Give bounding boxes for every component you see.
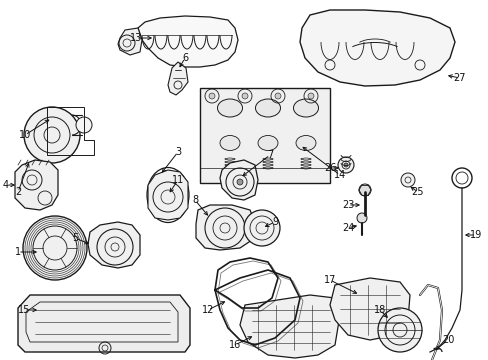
Ellipse shape (255, 99, 280, 117)
Circle shape (343, 163, 347, 167)
Circle shape (307, 93, 313, 99)
Text: 25: 25 (411, 187, 424, 197)
Ellipse shape (220, 135, 240, 150)
Ellipse shape (293, 99, 318, 117)
Text: 19: 19 (469, 230, 481, 240)
Circle shape (24, 107, 80, 163)
Text: 14: 14 (333, 170, 346, 180)
Text: 16: 16 (228, 340, 241, 350)
Circle shape (76, 117, 92, 133)
Text: 13: 13 (130, 33, 142, 43)
Polygon shape (138, 16, 238, 67)
Polygon shape (148, 170, 187, 220)
Polygon shape (196, 205, 254, 250)
Circle shape (242, 93, 247, 99)
Text: 12: 12 (202, 305, 214, 315)
Text: 7: 7 (266, 150, 273, 160)
Text: 10: 10 (19, 130, 31, 140)
Text: 23: 23 (341, 200, 353, 210)
Text: 20: 20 (441, 335, 453, 345)
Polygon shape (168, 62, 187, 95)
Text: 15: 15 (18, 305, 30, 315)
Polygon shape (118, 28, 142, 55)
Circle shape (400, 173, 414, 187)
Text: 1: 1 (15, 247, 21, 257)
Circle shape (356, 213, 366, 223)
Circle shape (23, 216, 87, 280)
Polygon shape (299, 10, 454, 86)
Circle shape (274, 93, 281, 99)
Polygon shape (200, 88, 329, 183)
Ellipse shape (258, 135, 278, 150)
Circle shape (208, 93, 215, 99)
Polygon shape (220, 160, 258, 200)
Text: 2: 2 (15, 187, 21, 197)
Ellipse shape (217, 99, 242, 117)
Text: 6: 6 (182, 53, 188, 63)
Circle shape (337, 157, 353, 173)
Text: 18: 18 (373, 305, 386, 315)
Text: 26: 26 (323, 163, 336, 173)
Text: 4: 4 (3, 180, 9, 190)
Circle shape (237, 179, 243, 185)
Text: 8: 8 (192, 195, 198, 205)
Polygon shape (15, 160, 58, 210)
Polygon shape (88, 222, 140, 268)
Text: 24: 24 (341, 223, 353, 233)
Polygon shape (240, 295, 339, 358)
Circle shape (358, 184, 370, 196)
Ellipse shape (295, 135, 315, 150)
Text: 17: 17 (323, 275, 336, 285)
Text: 3: 3 (175, 147, 181, 157)
Text: 27: 27 (453, 73, 465, 83)
Polygon shape (18, 295, 190, 352)
Circle shape (244, 210, 280, 246)
Circle shape (377, 308, 421, 352)
Text: 5: 5 (72, 233, 78, 243)
Polygon shape (329, 278, 409, 340)
Text: 9: 9 (271, 217, 278, 227)
Text: 11: 11 (171, 175, 184, 185)
